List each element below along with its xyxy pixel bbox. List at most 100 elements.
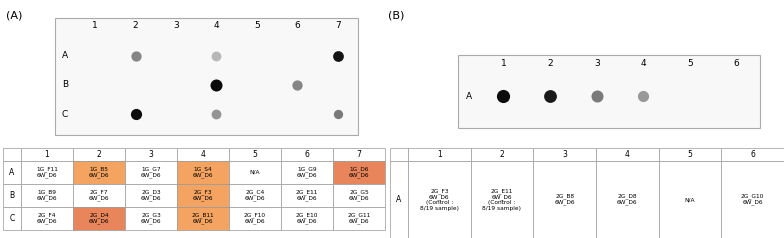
Text: 4: 4 — [214, 21, 220, 30]
Text: 1G_D6
6W_D6: 1G_D6 6W_D6 — [349, 167, 369, 178]
Bar — [229, 207, 281, 230]
Text: A: A — [466, 92, 472, 101]
Text: 7: 7 — [335, 21, 341, 30]
Bar — [177, 148, 229, 161]
Bar — [21, 161, 73, 184]
Text: 6: 6 — [295, 21, 300, 30]
Text: 1G_F11
6W_D6: 1G_F11 6W_D6 — [36, 167, 58, 178]
Text: 2G_F3
6W_D6
(Control :
8/19 sample): 2G_F3 6W_D6 (Control : 8/19 sample) — [420, 188, 459, 211]
Bar — [21, 207, 73, 230]
Bar — [3, 148, 21, 161]
Text: 2G_E10
6W_D6: 2G_E10 6W_D6 — [296, 213, 318, 224]
Text: 1: 1 — [437, 150, 441, 159]
Bar — [73, 207, 125, 230]
Text: 2G_B11
6W_D6: 2G_B11 6W_D6 — [191, 213, 214, 224]
Point — [332, 54, 344, 57]
Point — [210, 113, 223, 116]
Text: 2G_D3
6W_D6: 2G_D3 6W_D6 — [141, 189, 162, 202]
Bar — [390, 148, 408, 161]
Bar — [177, 207, 229, 230]
Point — [544, 94, 557, 98]
Text: 5: 5 — [252, 150, 257, 159]
Text: 2G_F3
6W_D6: 2G_F3 6W_D6 — [193, 189, 213, 202]
Text: 2: 2 — [499, 150, 504, 159]
Text: 3: 3 — [148, 150, 154, 159]
Text: 1G_S4
6W_D6: 1G_S4 6W_D6 — [193, 167, 213, 178]
Bar — [281, 148, 333, 161]
Bar — [390, 161, 408, 238]
Bar — [458, 55, 760, 128]
Text: 1G_B9
6W_D6: 1G_B9 6W_D6 — [37, 189, 57, 202]
Text: 2: 2 — [132, 21, 139, 30]
Text: 2G_G5
6W_D6: 2G_G5 6W_D6 — [349, 189, 369, 202]
Text: 2: 2 — [547, 59, 553, 68]
Text: 2G_E11
6W_D6: 2G_E11 6W_D6 — [296, 189, 318, 202]
Bar — [333, 207, 385, 230]
Text: B: B — [9, 191, 15, 200]
Text: A: A — [62, 51, 68, 60]
Text: 2G_F10
6W_D6: 2G_F10 6W_D6 — [244, 213, 266, 224]
Text: 2G_B8
6W_D6: 2G_B8 6W_D6 — [554, 193, 575, 205]
Text: 4: 4 — [641, 59, 646, 68]
Bar — [3, 161, 21, 184]
Text: (A): (A) — [6, 10, 23, 20]
Point — [497, 94, 510, 98]
Text: 4: 4 — [201, 150, 205, 159]
Bar — [470, 148, 533, 161]
Text: (B): (B) — [388, 10, 405, 20]
Point — [332, 113, 344, 116]
Bar — [21, 184, 73, 207]
Text: C: C — [62, 110, 68, 119]
Bar — [470, 161, 533, 238]
Bar — [125, 161, 177, 184]
Bar — [596, 161, 659, 238]
Text: 2G_D8
6W_D6: 2G_D8 6W_D6 — [617, 193, 637, 205]
Bar — [333, 148, 385, 161]
Text: A: A — [9, 168, 15, 177]
Text: 2G_E11
6W_D6
(Control :
8/19 sample): 2G_E11 6W_D6 (Control : 8/19 sample) — [482, 188, 521, 211]
Point — [637, 94, 650, 98]
Text: 1G_B5
6W_D6: 1G_B5 6W_D6 — [89, 167, 109, 178]
Text: 2G_C4
6W_D6: 2G_C4 6W_D6 — [245, 189, 265, 202]
Bar — [659, 148, 721, 161]
Bar — [333, 161, 385, 184]
Text: 2G_G11
6W_D6: 2G_G11 6W_D6 — [347, 213, 371, 224]
Text: 1: 1 — [45, 150, 49, 159]
Text: 2G_D4
6W_D6: 2G_D4 6W_D6 — [89, 213, 109, 224]
Text: N/A: N/A — [684, 197, 695, 202]
Bar — [408, 148, 470, 161]
Text: 2G_G10
6W_D6: 2G_G10 6W_D6 — [741, 193, 764, 205]
Text: 6: 6 — [734, 59, 739, 68]
Text: N/A: N/A — [250, 170, 260, 175]
Bar — [177, 184, 229, 207]
Text: 2G_F7
6W_D6: 2G_F7 6W_D6 — [89, 189, 109, 202]
Bar — [177, 161, 229, 184]
Bar — [281, 184, 333, 207]
Bar — [408, 161, 470, 238]
Text: B: B — [62, 80, 68, 89]
Point — [210, 54, 223, 57]
Text: 3: 3 — [593, 59, 600, 68]
Text: C: C — [9, 214, 15, 223]
Bar — [659, 161, 721, 238]
Text: 2G_G3
6W_D6: 2G_G3 6W_D6 — [141, 213, 162, 224]
Bar — [229, 148, 281, 161]
Text: 2G_F4
6W_D6: 2G_F4 6W_D6 — [37, 213, 57, 224]
Text: 5: 5 — [254, 21, 260, 30]
Text: 2: 2 — [96, 150, 101, 159]
Point — [291, 83, 303, 87]
Text: 6: 6 — [304, 150, 310, 159]
Bar — [125, 207, 177, 230]
Bar — [3, 207, 21, 230]
Text: 5: 5 — [688, 150, 692, 159]
Text: 3: 3 — [173, 21, 179, 30]
Bar — [229, 184, 281, 207]
Bar — [125, 184, 177, 207]
Bar — [333, 184, 385, 207]
Text: 6: 6 — [750, 150, 755, 159]
Bar — [281, 207, 333, 230]
Point — [590, 94, 603, 98]
Text: 3: 3 — [562, 150, 567, 159]
Text: 4: 4 — [625, 150, 630, 159]
Point — [210, 83, 223, 87]
